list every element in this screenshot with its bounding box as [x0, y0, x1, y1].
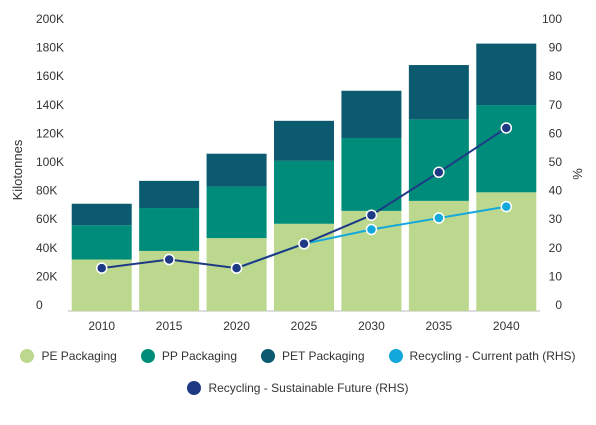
- x-tick-label: 2030: [358, 319, 385, 333]
- legend-label-pp: PP Packaging: [161, 349, 237, 363]
- bar-segment: [71, 225, 132, 260]
- series-point: [433, 212, 445, 224]
- y2-tick-label: 60: [549, 126, 563, 140]
- y-tick-label: 160K: [36, 69, 64, 83]
- y2-tick-label: 100: [542, 12, 562, 26]
- y-tick-label: 140K: [36, 98, 64, 112]
- x-tick-label: 2025: [291, 319, 318, 333]
- legend-label-pet: PET Packaging: [282, 349, 365, 363]
- legend-swatch-recycling-current: [388, 349, 403, 363]
- bar-segment: [274, 120, 334, 161]
- y-tick-label: 80K: [36, 184, 57, 198]
- y2-axis-label: %: [570, 168, 585, 180]
- bar-segment: [476, 105, 537, 193]
- bar-segment: [341, 137, 402, 211]
- legend-label-recycling-current: Recycling - Current path (RHS): [409, 349, 576, 363]
- legend-item-pp[interactable]: PP Packaging: [140, 349, 237, 363]
- y2-tick-label: 50: [549, 155, 563, 169]
- y-tick-label: 40K: [36, 241, 57, 255]
- y-tick-label: 60K: [36, 212, 57, 226]
- series-point: [163, 253, 175, 266]
- series-point: [500, 122, 513, 134]
- bar-segment: [71, 203, 132, 226]
- series-point: [433, 166, 445, 179]
- y2-tick-label: 10: [549, 269, 563, 283]
- legend-swatch-recycling-sustainable: [187, 381, 202, 395]
- y-tick-label: 0: [36, 298, 43, 312]
- series-point: [95, 262, 108, 274]
- y2-tick-label: 70: [549, 98, 563, 112]
- axes-layer: 0 20K 40K 60K 80K 100K 120K 140K 160K 180K 200K 0 10…: [36, 12, 562, 333]
- legend-label-recycling-sustainable: Recycling - Sustainable Future (RHS): [208, 381, 409, 395]
- y2-tick-label: 20: [549, 241, 563, 255]
- series-point: [365, 223, 378, 236]
- legend: PE Packaging PP Packaging PET Packaging …: [0, 345, 596, 409]
- legend-item-pe[interactable]: PE Packaging: [20, 349, 117, 363]
- series-point: [500, 200, 513, 213]
- bar-segment: [139, 180, 200, 209]
- bar-segment: [139, 208, 200, 251]
- x-tick-label: 2020: [223, 319, 250, 333]
- y2-tick-label: 90: [549, 41, 563, 55]
- y2-tick-label: 30: [549, 212, 563, 226]
- x-tick-label: 2010: [88, 319, 115, 333]
- x-tick-label: 2015: [156, 319, 183, 333]
- legend-item-recycling-current[interactable]: Recycling - Current path (RHS): [388, 349, 576, 363]
- bar-segment: [408, 119, 469, 201]
- bar-segment: [274, 160, 334, 224]
- y-tick-label: 120K: [36, 126, 64, 140]
- bar-segment: [206, 186, 267, 239]
- bar-segment: [476, 43, 537, 106]
- bar-segment: [408, 65, 469, 120]
- legend-item-pet[interactable]: PET Packaging: [261, 349, 365, 363]
- bar-segment: [206, 153, 267, 187]
- y-tick-label: 20K: [36, 269, 57, 283]
- x-tick-label: 2040: [493, 319, 520, 333]
- legend-swatch-pe: [20, 349, 35, 363]
- legend-row: PE Packaging PP Packaging PET Packaging …: [0, 345, 596, 367]
- series-point: [230, 262, 243, 274]
- lines-layer: [95, 122, 513, 274]
- series-point: [298, 238, 310, 250]
- bars-layer: [71, 43, 537, 311]
- legend-item-recycling-sustainable[interactable]: Recycling - Sustainable Future (RHS): [187, 381, 409, 395]
- legend-swatch-pp: [140, 349, 155, 363]
- bar-segment: [341, 90, 402, 138]
- y-tick-label: 200K: [36, 12, 64, 26]
- y-tick-label: 180K: [36, 41, 64, 55]
- y2-tick-label: 80: [549, 69, 563, 83]
- bar-segment: [206, 238, 267, 311]
- y-axis-label: Kilotonnes: [10, 139, 25, 200]
- bar-segment: [274, 223, 334, 311]
- x-tick-label: 2035: [426, 319, 453, 333]
- series-point: [365, 209, 378, 221]
- legend-label-pe: PE Packaging: [41, 349, 117, 363]
- y2-tick-label: 0: [555, 298, 562, 312]
- y2-tick-label: 40: [549, 184, 563, 198]
- legend-row: Recycling - Sustainable Future (RHS): [0, 377, 596, 399]
- legend-swatch-pet: [261, 349, 275, 363]
- y-tick-label: 100K: [36, 155, 64, 169]
